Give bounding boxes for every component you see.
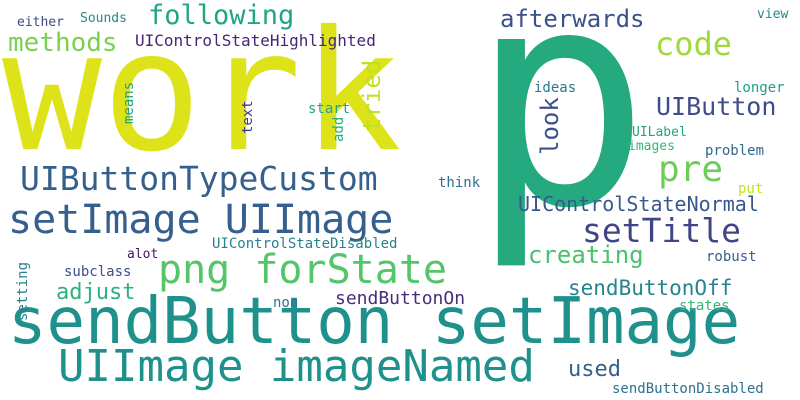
word-adjust: adjust (56, 280, 136, 305)
word-alot: alot (127, 247, 159, 262)
word-pre: pre (658, 149, 724, 190)
word-subclass: subclass (64, 264, 132, 280)
word-tried: tried (358, 59, 386, 133)
word-setting: setting (15, 261, 31, 321)
word-robust: robust (706, 249, 757, 265)
word-uicontrolstatenormal: UIControlStateNormal (518, 192, 759, 216)
word-methods: methods (8, 28, 118, 58)
word-ideas: ideas (534, 80, 577, 96)
word-non: non (273, 295, 299, 311)
word-images: images (628, 139, 675, 154)
word-sendbuttondisabled: sendButtonDisabled (612, 381, 764, 397)
word-put: put (738, 181, 764, 197)
word-used: used (568, 357, 621, 382)
word-sendbuttonon: sendButtonOn (335, 288, 466, 309)
word-following: following (148, 0, 295, 31)
word-sendbuttonoff: sendButtonOff (568, 276, 733, 300)
word-uicontrolstatedisabled: UIControlStateDisabled (212, 236, 398, 252)
word-view: view (757, 7, 789, 22)
word-look: look (536, 96, 564, 155)
word-sounds: Sounds (80, 11, 127, 26)
word-text: text (240, 99, 256, 134)
word-code: code (655, 25, 733, 63)
word-uibutton: UIButton (656, 92, 777, 121)
word-states: states (679, 298, 730, 314)
word-uiimage-imagenamed: UIImage imageNamed (58, 341, 535, 392)
word-sendbutton-setimage: sendButton setImage (8, 285, 741, 359)
word-uicontrolstatehighlighted: UIControlStateHighlighted (135, 31, 376, 50)
word-uilabel: UILabel (632, 125, 687, 140)
word-settitle: setTitle (582, 211, 741, 250)
word-p: p (470, 0, 651, 274)
word-creating: creating (528, 241, 644, 269)
word-problem: problem (705, 143, 765, 159)
word-uibuttontypecustom: UIButtonTypeCustom (20, 159, 378, 198)
word-add: add (331, 116, 347, 143)
word-setimage-uiimage: setImage UIImage (8, 197, 394, 243)
word-think: think (438, 175, 481, 191)
word-afterwards: afterwards (500, 5, 645, 33)
word-either: either (17, 15, 64, 30)
word-longer: longer (734, 80, 785, 96)
word-means: means (121, 81, 137, 125)
word-work: work (2, 0, 402, 189)
word-start: start (308, 101, 351, 117)
word-png-forstate: png forState (158, 247, 447, 293)
